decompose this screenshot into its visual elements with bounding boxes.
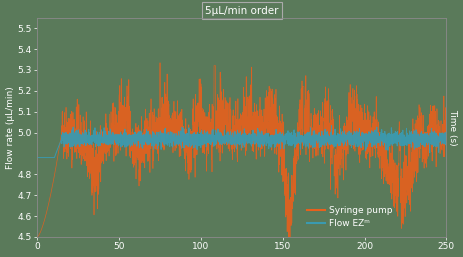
Y-axis label: Time (s): Time (s) — [449, 109, 457, 146]
Title: 5µL/min order: 5µL/min order — [205, 6, 279, 16]
Legend: Syringe pump, Flow EZᵐ: Syringe pump, Flow EZᵐ — [307, 206, 393, 228]
Y-axis label: Flow rate (µL/min): Flow rate (µL/min) — [6, 86, 14, 169]
